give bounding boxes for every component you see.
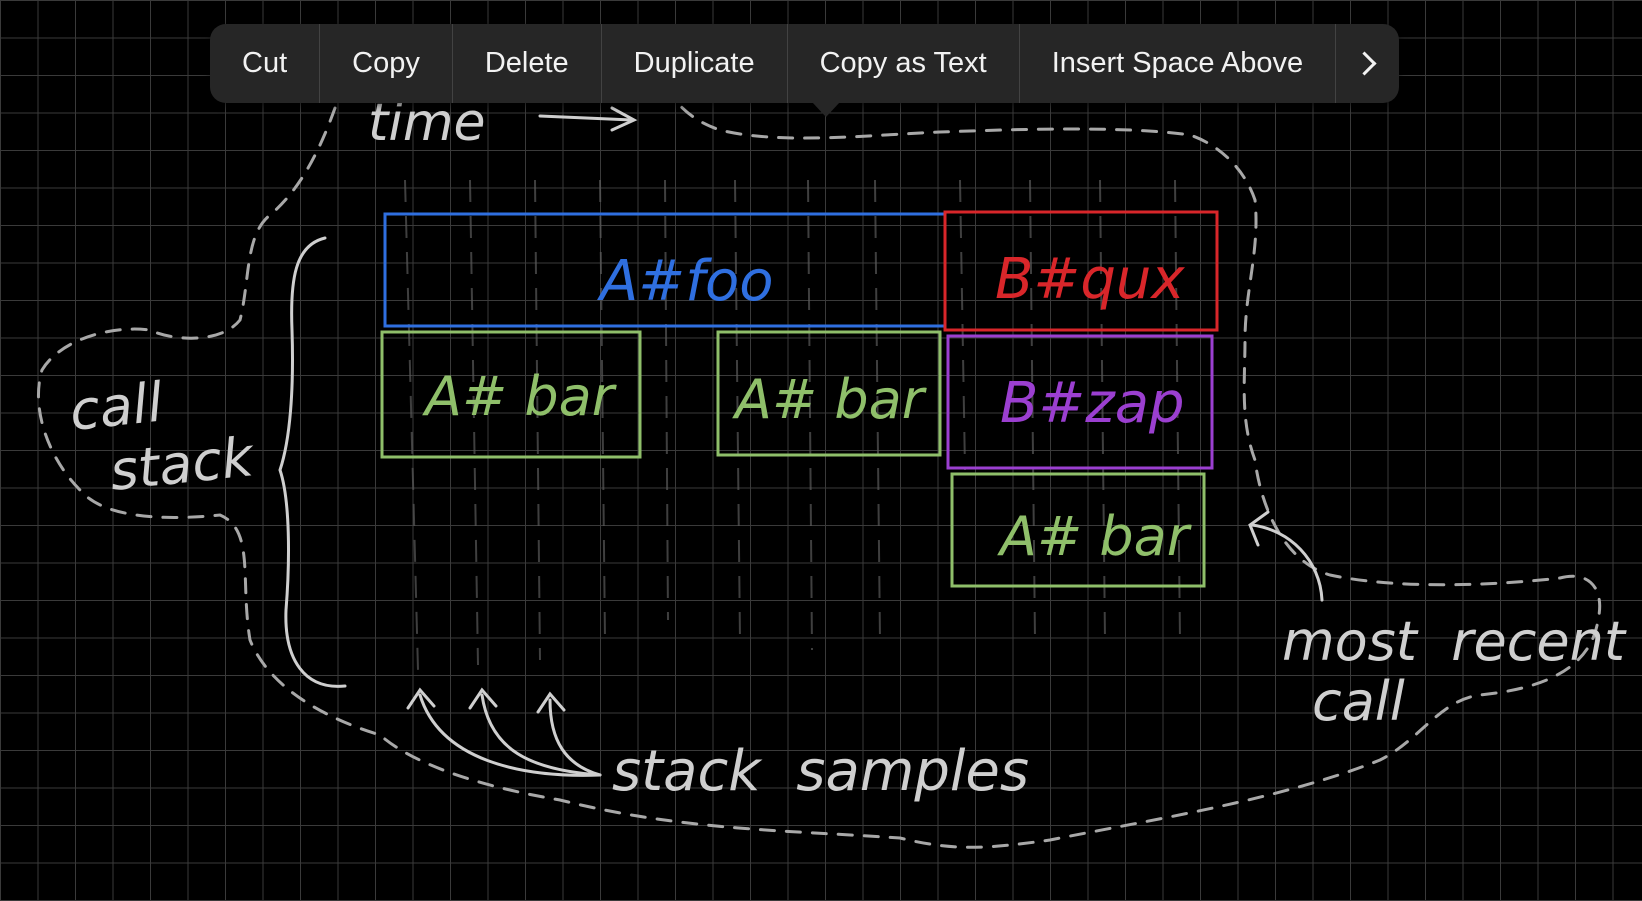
frame-a-bar-2-label: A# bar bbox=[732, 368, 927, 431]
time-arrow bbox=[538, 106, 638, 132]
context-menu: Cut Copy Delete Duplicate Copy as Text I… bbox=[210, 24, 1400, 103]
duplicate-button-label: Duplicate bbox=[633, 47, 755, 79]
most-recent-call-arrow bbox=[1248, 510, 1324, 602]
insert-space-above-button[interactable]: Insert Space Above bbox=[1020, 24, 1337, 103]
stack-samples-label: stack samples bbox=[612, 739, 1029, 804]
delete-button[interactable]: Delete bbox=[453, 24, 602, 103]
copy-as-text-button-label: Copy as Text bbox=[819, 47, 987, 79]
sample-lines bbox=[404, 179, 1181, 671]
frame-b-qux-label: B#qux bbox=[995, 247, 1185, 312]
frame-b-zap-label: B#zap bbox=[1000, 371, 1185, 436]
copy-as-text-button[interactable]: Copy as Text bbox=[788, 24, 1020, 103]
frame-b-qux[interactable]: B#qux bbox=[943, 210, 1219, 332]
frame-a-bar-3[interactable]: A# bar bbox=[950, 472, 1206, 588]
copy-button[interactable]: Copy bbox=[320, 24, 453, 103]
frame-b-zap[interactable]: B#zap bbox=[946, 334, 1214, 470]
stack-samples-arrows bbox=[406, 687, 602, 777]
lasso-selection-outline bbox=[37, 93, 1602, 849]
call-stack-brace bbox=[278, 236, 347, 688]
duplicate-button[interactable]: Duplicate bbox=[602, 24, 788, 103]
copy-button-label: Copy bbox=[352, 47, 420, 79]
chevron-right-icon bbox=[1352, 51, 1377, 76]
more-options-button[interactable] bbox=[1336, 24, 1399, 103]
cut-button-label: Cut bbox=[242, 47, 288, 79]
context-menu-pointer bbox=[812, 102, 840, 117]
frame-a-foo-label: A#foo bbox=[597, 249, 773, 314]
cut-button[interactable]: Cut bbox=[210, 24, 321, 103]
frame-a-bar-3-label: A# bar bbox=[997, 505, 1192, 568]
frame-a-bar-1-label: A# bar bbox=[422, 365, 617, 428]
time-label: time bbox=[368, 93, 485, 153]
delete-button-label: Delete bbox=[484, 47, 569, 79]
frame-a-bar-2[interactable]: A# bar bbox=[716, 330, 942, 457]
insert-space-above-button-label: Insert Space Above bbox=[1051, 47, 1304, 79]
frame-a-bar-1[interactable]: A# bar bbox=[380, 330, 642, 459]
call-stack-label-line1: call bbox=[67, 371, 166, 443]
most-recent-call-label-line1: most recent bbox=[1282, 610, 1627, 673]
most-recent-call-label-line2: call bbox=[1312, 670, 1405, 733]
call-stack-label-line2: stack bbox=[107, 425, 259, 503]
